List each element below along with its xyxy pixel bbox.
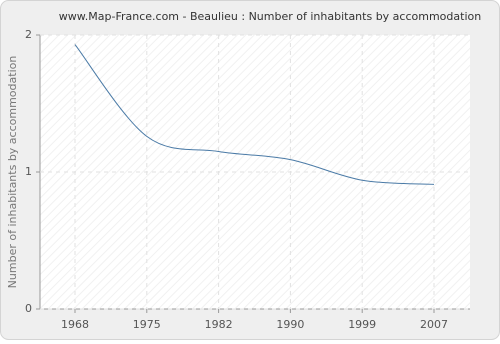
chart-title: www.Map-France.com - Beaulieu : Number o…	[59, 10, 481, 23]
line	[74, 44, 435, 185]
y-axis-label: Number of inhabitants by accommodation	[6, 56, 19, 289]
y-tick-label: 2	[25, 28, 32, 41]
x-tick-label: 2007	[420, 318, 448, 331]
x-tick-label: 1982	[205, 318, 233, 331]
y-tick-label: 1	[25, 165, 32, 178]
x-tick-label: 1968	[61, 318, 89, 331]
y-tick-label: 0	[25, 302, 32, 315]
x-tick-label: 1999	[348, 318, 376, 331]
x-tick-label: 1990	[276, 318, 304, 331]
x-tick-label: 1975	[133, 318, 161, 331]
plot-hatch	[40, 35, 470, 309]
